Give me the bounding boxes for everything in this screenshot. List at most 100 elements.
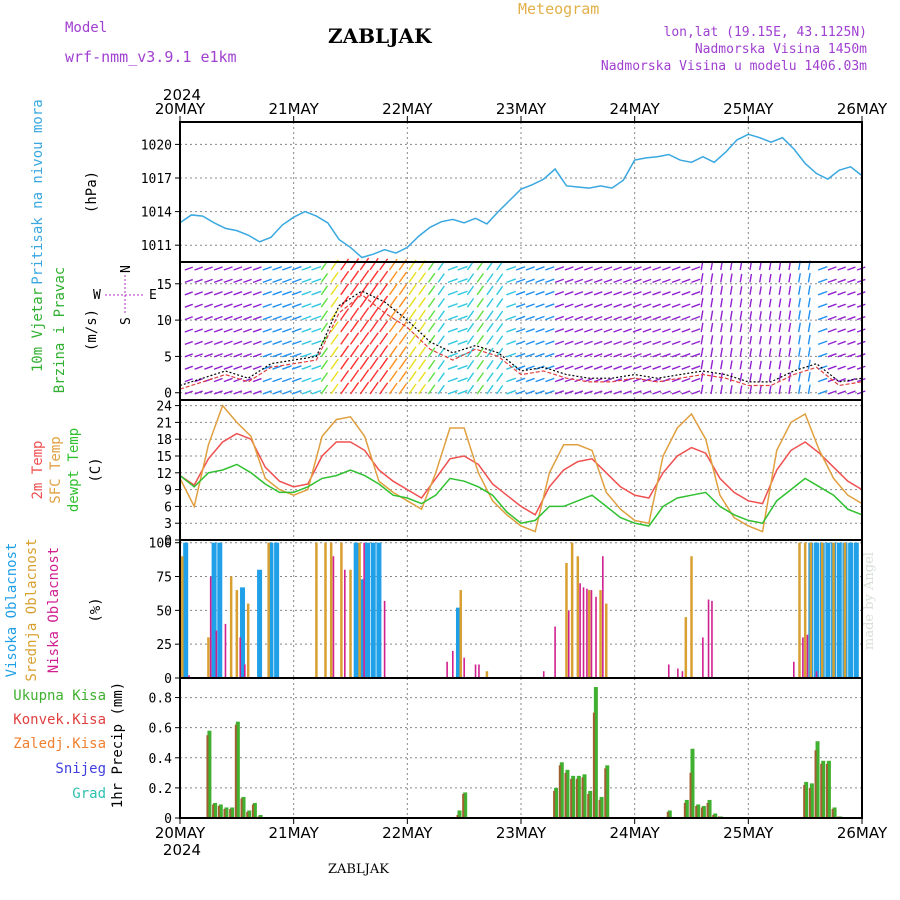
wind-arrow [252, 291, 262, 296]
wind-arrow [388, 258, 398, 271]
wind-arrow [301, 352, 312, 358]
wind-arrow [593, 278, 603, 284]
cloud-bar-1 [267, 542, 270, 678]
precip-bar-0 [571, 775, 576, 818]
wind-arrow [632, 266, 642, 271]
wind-arrow [272, 290, 282, 296]
wind-arrow [233, 315, 243, 321]
wind-arrow [388, 382, 398, 395]
wind-arrow [447, 278, 458, 284]
wind-arrow [807, 310, 811, 320]
wind-arrow [623, 353, 632, 358]
y-tick-label: 0 [164, 812, 172, 827]
wind-arrow [223, 266, 233, 271]
wind-arrow [564, 328, 574, 333]
wind-arrow [349, 369, 360, 383]
wind-arrow [291, 315, 302, 321]
wind-arrow [369, 344, 379, 358]
wind-arrow [623, 315, 632, 321]
wind-arrow [466, 322, 475, 333]
wind-arrow [778, 310, 782, 320]
cloud-bar-2 [188, 675, 190, 678]
wind-arrow [272, 365, 282, 370]
cloud-bar-2 [711, 600, 713, 678]
wind-arrow [768, 261, 772, 271]
wind-arrow [243, 340, 252, 346]
x-tick-label-top: 26MAY [837, 100, 888, 118]
wind-arrow [349, 258, 360, 271]
wind-arrow [739, 310, 743, 320]
wind-arrow [847, 378, 856, 383]
wind-arrow [535, 290, 545, 296]
wind-arrow [788, 298, 792, 308]
wind-arrow [496, 298, 504, 308]
wind-arrow [729, 310, 733, 320]
wind-arrow [535, 303, 545, 308]
precip-bar-0 [826, 760, 831, 818]
precip-bar-1 [598, 799, 601, 818]
wind-arrow [759, 286, 762, 295]
wind-arrow [574, 390, 584, 395]
wind-arrow [515, 315, 526, 321]
wind-arrow [525, 278, 535, 284]
wind-arrow [369, 282, 379, 296]
y-tick-label: 100 [149, 537, 172, 552]
wind-arrow [457, 340, 468, 346]
wind-arrow [184, 340, 193, 346]
wind-arrow [710, 335, 714, 345]
wind-arrow [671, 315, 681, 321]
wind-arrow [476, 359, 485, 370]
precip-bar-1 [251, 804, 254, 818]
wind-arrow [662, 303, 671, 308]
wind-arrow [574, 315, 584, 321]
wind-arrow [340, 270, 350, 283]
wind-arrow [437, 384, 445, 395]
wind-arrow [311, 377, 322, 383]
wind-arrow [204, 315, 213, 321]
wind-arrow [349, 270, 360, 283]
wind-arrow [408, 333, 417, 345]
wind-arrow [564, 291, 574, 296]
precip-bar-0 [690, 748, 695, 818]
wind-arrow [564, 266, 574, 271]
precip-axis-label: 1hr Precip (mm) [110, 682, 126, 808]
wind-arrow [379, 369, 389, 383]
wind-arrow [768, 273, 772, 283]
wind-arrow [720, 273, 723, 283]
wind-arrow [184, 291, 193, 296]
wind-arrow [739, 298, 743, 308]
wind-arrow [827, 390, 837, 395]
wind-arrow [447, 327, 458, 333]
precip-bar-0 [463, 792, 468, 818]
wind-arrow [496, 322, 504, 333]
wind-arrow [184, 390, 193, 395]
wind-arrow [662, 315, 671, 321]
wind-arrow [282, 340, 292, 346]
wind-arrow [681, 315, 691, 321]
wind-arrow [291, 303, 302, 308]
wind-arrow [593, 377, 603, 383]
cloud-bar-1 [229, 576, 233, 678]
wind-arrow [623, 291, 632, 296]
x-tick-label-bottom: 24MAY [610, 824, 661, 842]
wind-arrow [320, 335, 329, 345]
wind-arrow [515, 352, 526, 358]
wind-arrow [184, 353, 193, 358]
wind-arrow [233, 390, 243, 395]
wind-arrow [662, 365, 671, 370]
wind-arrow [223, 340, 233, 346]
wind-arrow [340, 370, 350, 383]
x-tick-label-bottom: 21MAY [269, 824, 320, 842]
wind-arrow [593, 365, 603, 370]
wind-arrow [768, 311, 772, 320]
wind-arrow [204, 390, 213, 395]
wind-arrow [486, 359, 494, 370]
wind-arrow [447, 364, 458, 370]
y-tick-label: 6 [164, 500, 172, 515]
wind-arrow [330, 333, 339, 345]
precip-bar-0 [207, 730, 212, 818]
wind-arrow [223, 365, 233, 370]
wind-arrow [593, 266, 603, 271]
temp-axis-label-0: 2m Temp [30, 440, 46, 499]
wind-arrow [545, 352, 555, 358]
